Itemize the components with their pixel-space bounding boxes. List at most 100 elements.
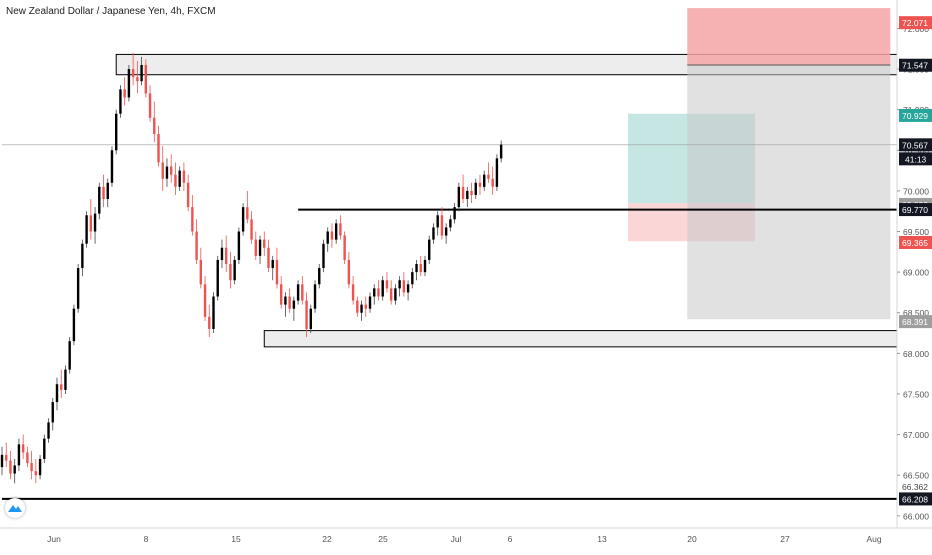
candle — [258, 239, 262, 256]
x-tick-label: 6 — [508, 534, 513, 544]
candle — [279, 284, 283, 305]
candle — [330, 231, 334, 240]
candle — [76, 268, 80, 309]
candle — [136, 77, 139, 82]
candle — [182, 170, 186, 183]
candle — [423, 259, 427, 273]
candle — [318, 268, 321, 285]
candle — [191, 207, 194, 232]
candle — [457, 186, 461, 208]
candle — [406, 284, 410, 293]
candle — [208, 316, 211, 329]
candle — [288, 296, 291, 309]
candle — [47, 422, 50, 439]
candle — [9, 460, 12, 474]
candle — [89, 215, 93, 232]
candle — [93, 213, 97, 232]
candle — [98, 186, 101, 214]
candle — [453, 207, 456, 220]
candle — [106, 182, 109, 200]
x-tick-label: 27 — [780, 534, 790, 544]
price-badge-label: 68.391 — [902, 317, 928, 327]
candle — [466, 190, 469, 200]
time-axis — [0, 528, 932, 550]
candle — [199, 259, 203, 285]
candle — [296, 284, 300, 301]
candle — [85, 215, 88, 244]
candle — [21, 444, 25, 453]
candle — [161, 162, 164, 179]
candle — [131, 69, 135, 78]
candle — [224, 247, 228, 264]
candle — [157, 134, 160, 163]
candle — [389, 288, 393, 301]
candle — [305, 300, 308, 329]
candle — [364, 304, 367, 309]
candle — [444, 227, 448, 236]
candle — [13, 465, 16, 474]
candle — [123, 89, 126, 98]
candle — [0, 454, 4, 468]
candle — [301, 284, 304, 301]
candle — [491, 178, 494, 187]
candle — [246, 207, 249, 220]
y-tick-label: 68.500 — [903, 308, 929, 318]
x-tick-label: Jul — [451, 534, 462, 544]
candle — [322, 243, 325, 269]
candle — [381, 280, 384, 297]
price-badge — [899, 235, 932, 249]
candle — [449, 219, 452, 228]
candle — [170, 166, 173, 175]
price-badge — [899, 315, 932, 329]
candle — [351, 284, 355, 301]
price-badge — [899, 16, 932, 30]
short-stop-zone — [687, 8, 891, 65]
candle — [292, 300, 296, 309]
y-tick-label: 69.000 — [903, 268, 929, 278]
y-tick-label: 67.500 — [903, 389, 929, 399]
price-badge-label: 70.929 — [902, 111, 928, 121]
price-badge-label: 66.208 — [902, 494, 928, 504]
y-tick-label: 68.000 — [903, 349, 929, 359]
price-badge — [899, 108, 932, 122]
candle — [110, 150, 114, 183]
candle — [34, 471, 38, 476]
candle — [115, 113, 118, 151]
candle — [241, 207, 245, 232]
candle — [309, 308, 312, 329]
tradingview-logo-icon[interactable] — [5, 498, 25, 518]
price-badge — [899, 492, 932, 506]
candle — [250, 219, 253, 240]
candle — [153, 117, 156, 135]
candle — [81, 243, 84, 269]
candle — [254, 239, 257, 256]
candle — [72, 308, 76, 342]
candle — [64, 369, 67, 390]
candle — [385, 280, 389, 289]
price-badge-label: 69.365 — [902, 238, 928, 248]
candle — [186, 182, 190, 208]
candle — [495, 158, 499, 187]
x-tick-label: 22 — [322, 534, 332, 544]
candle — [178, 170, 181, 187]
candle — [394, 288, 397, 301]
price-badge-label: 71.547 — [902, 61, 928, 71]
price-badge-label: 70.567 — [902, 140, 928, 150]
candle — [356, 300, 359, 313]
candle — [339, 223, 342, 236]
price-badge — [899, 138, 932, 152]
candle — [5, 454, 8, 461]
x-tick-label: 20 — [687, 534, 697, 544]
candle — [174, 174, 177, 187]
candle — [368, 296, 372, 309]
candle — [487, 174, 490, 179]
candle — [102, 186, 105, 200]
candle — [343, 235, 346, 260]
x-tick-label: Aug — [866, 534, 881, 544]
x-tick-label: 15 — [231, 534, 241, 544]
candle — [55, 384, 59, 403]
candle — [411, 272, 414, 285]
candle — [237, 231, 241, 260]
